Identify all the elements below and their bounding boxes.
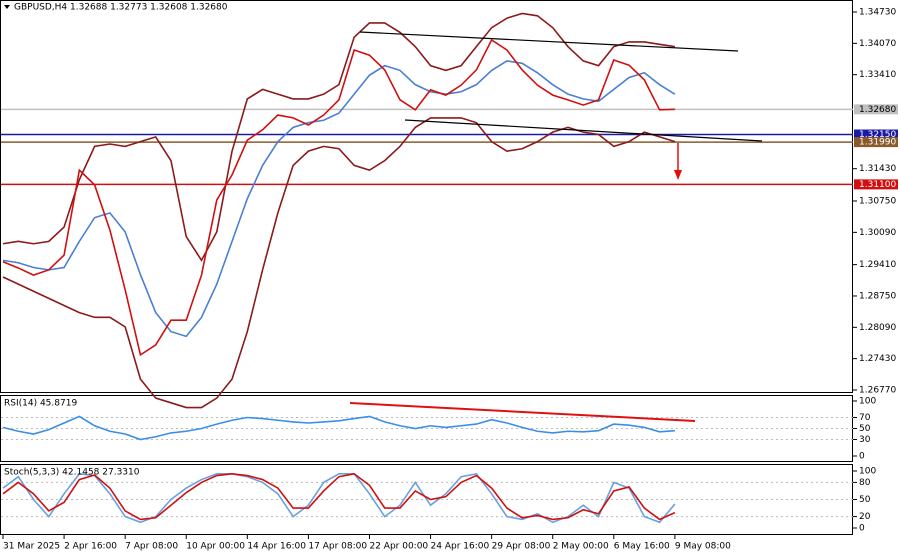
y-tick-label: 20 <box>859 512 871 522</box>
x-tick-label: 10 Apr 00:00 <box>186 542 245 552</box>
level-label: 1.31100 <box>859 180 896 190</box>
y-tick-label: 1.33410 <box>859 70 896 80</box>
y-tick-label: 80 <box>859 478 871 488</box>
series-line <box>2 60 676 338</box>
y-tick-label: 100 <box>859 397 876 407</box>
level-label-box <box>854 129 898 140</box>
y-tick-label: 1.30090 <box>859 228 896 238</box>
arrow-head <box>674 170 682 180</box>
x-tick-label: 29 Apr 08:00 <box>492 542 551 552</box>
x-tick-label: 17 Apr 08:00 <box>308 542 367 552</box>
y-tick-label: 1.28750 <box>859 291 896 301</box>
x-tick-label: 24 Apr 16:00 <box>431 542 490 552</box>
y-tick-label: 70 <box>859 413 871 423</box>
trend-line <box>404 119 763 142</box>
level-label: 1.31990 <box>859 138 896 148</box>
chart-title: GBPUSD,H4 1.32688 1.32773 1.32608 1.3268… <box>14 3 228 13</box>
x-tick-label: 31 Mar 2025 <box>3 542 60 552</box>
stoch-title: Stoch(5,3,3) 42.1458 27.3310 <box>4 468 140 478</box>
level-label: 1.32680 <box>859 105 896 115</box>
y-tick-label: 0 <box>859 452 865 462</box>
y-tick-label: 50 <box>859 495 871 505</box>
y-tick-label: 1.30750 <box>859 197 896 207</box>
x-tick-label: 6 May 16:00 <box>614 542 670 552</box>
x-tick-label: 7 Apr 08:00 <box>125 542 178 552</box>
y-tick-label: 1.31430 <box>859 164 896 174</box>
level-label-box <box>854 179 898 190</box>
x-tick-label: 2 May 00:00 <box>553 542 609 552</box>
series-line <box>2 415 675 441</box>
x-tick-label: 9 May 08:00 <box>675 542 731 552</box>
y-tick-label: 1.29410 <box>859 260 896 270</box>
y-tick-label: 100 <box>859 467 876 477</box>
rsi-title: RSI(14) 45.8719 <box>4 399 77 409</box>
x-tick-label: 2 Apr 16:00 <box>64 542 117 552</box>
x-tick-label: 22 Apr 00:00 <box>369 542 428 552</box>
series-line <box>2 472 676 521</box>
y-tick-label: 1.26770 <box>859 386 896 396</box>
series-line <box>2 12 676 262</box>
level-label: 1.32150 <box>859 130 896 140</box>
x-tick-label: 14 Apr 16:00 <box>247 542 306 552</box>
y-tick-label: 0 <box>859 524 865 534</box>
symbol-icon <box>4 5 10 9</box>
level-label-box <box>854 137 898 148</box>
y-tick-label: 50 <box>859 424 871 434</box>
rsi-trend-line <box>349 402 696 422</box>
series-line <box>2 38 675 357</box>
trend-line <box>359 31 739 52</box>
y-tick-label: 30 <box>859 435 871 445</box>
y-tick-label: 1.34730 <box>859 8 896 18</box>
y-tick-label: 1.27430 <box>859 354 896 364</box>
y-tick-label: 1.34070 <box>859 39 896 49</box>
y-tick-label: 1.28090 <box>859 323 896 333</box>
level-label-box <box>854 104 898 115</box>
price-panel <box>0 0 853 393</box>
